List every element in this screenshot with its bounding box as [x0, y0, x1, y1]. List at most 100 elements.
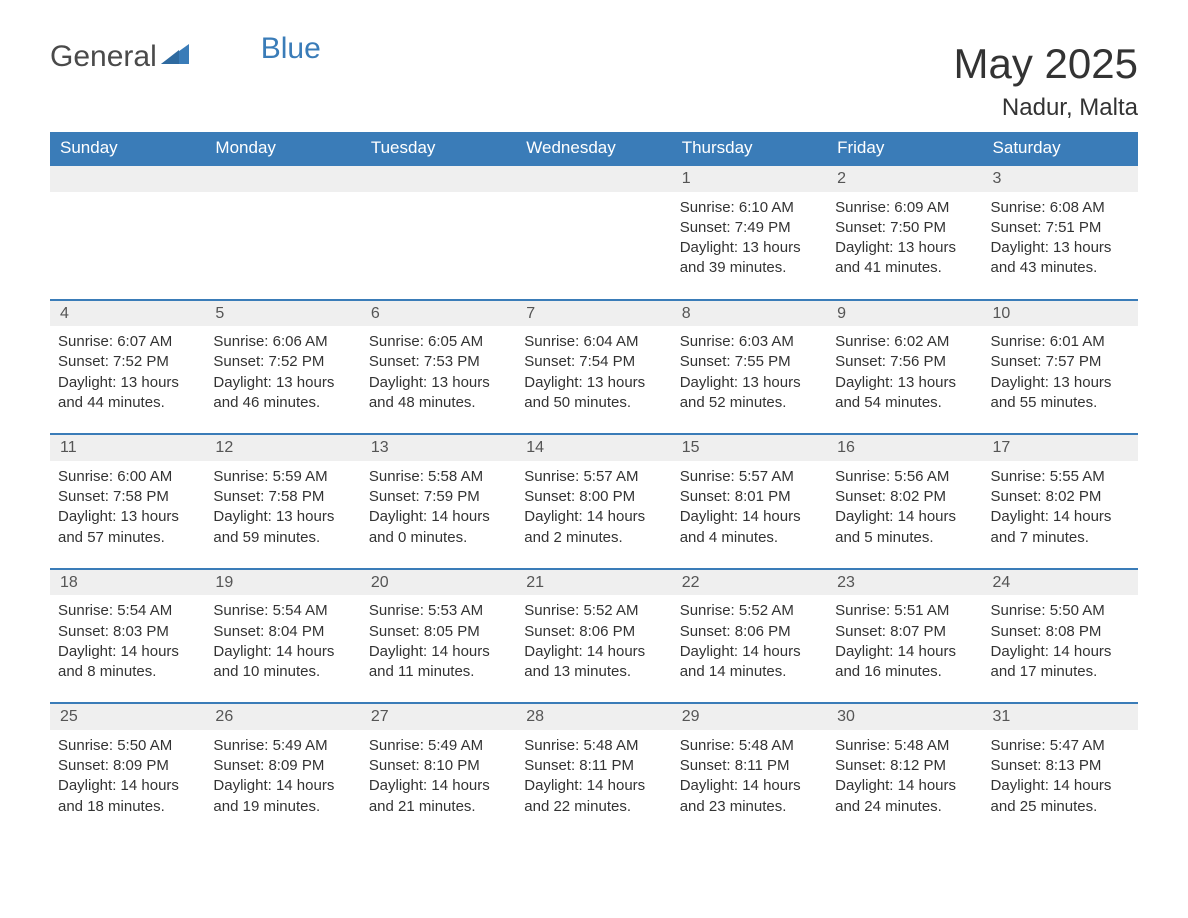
day-detail: Sunrise: 5:59 AMSunset: 7:58 PMDaylight:…: [205, 461, 360, 569]
day-detail: Sunrise: 6:02 AMSunset: 7:56 PMDaylight:…: [827, 326, 982, 434]
day-detail: Sunrise: 5:53 AMSunset: 8:05 PMDaylight:…: [361, 595, 516, 703]
sunset-text: Sunset: 7:56 PM: [835, 352, 974, 372]
day-number: 30: [827, 703, 982, 730]
logo-mark-icon: [161, 38, 189, 72]
daylight-text: Daylight: 13 hours and 52 minutes.: [680, 373, 819, 414]
day-detail: Sunrise: 6:05 AMSunset: 7:53 PMDaylight:…: [361, 326, 516, 434]
sunrise-text: Sunrise: 6:02 AM: [835, 332, 974, 352]
day-number: 6: [361, 300, 516, 327]
weekday-header: Sunday: [50, 132, 205, 165]
sunrise-text: Sunrise: 5:50 AM: [58, 736, 197, 756]
daylight-text: Daylight: 14 hours and 25 minutes.: [991, 776, 1130, 817]
day-number: 16: [827, 434, 982, 461]
day-number: 8: [672, 300, 827, 327]
sunrise-text: Sunrise: 5:54 AM: [58, 601, 197, 621]
sunset-text: Sunset: 7:51 PM: [991, 218, 1130, 238]
sunrise-text: Sunrise: 6:04 AM: [524, 332, 663, 352]
detail-row: Sunrise: 5:50 AMSunset: 8:09 PMDaylight:…: [50, 730, 1138, 837]
empty-cell: [205, 165, 360, 192]
daylight-text: Daylight: 13 hours and 39 minutes.: [680, 238, 819, 279]
sunrise-text: Sunrise: 5:48 AM: [524, 736, 663, 756]
weekday-header: Tuesday: [361, 132, 516, 165]
empty-cell: [205, 192, 360, 300]
day-detail: Sunrise: 5:50 AMSunset: 8:08 PMDaylight:…: [983, 595, 1138, 703]
daynum-row: 11121314151617: [50, 434, 1138, 461]
detail-row: Sunrise: 6:00 AMSunset: 7:58 PMDaylight:…: [50, 461, 1138, 569]
day-number: 15: [672, 434, 827, 461]
sunset-text: Sunset: 8:01 PM: [680, 487, 819, 507]
day-detail: Sunrise: 5:52 AMSunset: 8:06 PMDaylight:…: [516, 595, 671, 703]
sunrise-text: Sunrise: 5:48 AM: [680, 736, 819, 756]
sunset-text: Sunset: 7:59 PM: [369, 487, 508, 507]
day-number: 23: [827, 569, 982, 596]
daylight-text: Daylight: 14 hours and 7 minutes.: [991, 507, 1130, 548]
day-detail: Sunrise: 5:49 AMSunset: 8:09 PMDaylight:…: [205, 730, 360, 837]
day-number: 12: [205, 434, 360, 461]
sunset-text: Sunset: 7:58 PM: [58, 487, 197, 507]
sunrise-text: Sunrise: 6:07 AM: [58, 332, 197, 352]
daylight-text: Daylight: 14 hours and 24 minutes.: [835, 776, 974, 817]
sunset-text: Sunset: 8:06 PM: [680, 622, 819, 642]
sunset-text: Sunset: 7:58 PM: [213, 487, 352, 507]
calendar-table: SundayMondayTuesdayWednesdayThursdayFrid…: [50, 132, 1138, 837]
sunrise-text: Sunrise: 5:58 AM: [369, 467, 508, 487]
daylight-text: Daylight: 14 hours and 8 minutes.: [58, 642, 197, 683]
day-detail: Sunrise: 5:48 AMSunset: 8:11 PMDaylight:…: [672, 730, 827, 837]
sunset-text: Sunset: 7:57 PM: [991, 352, 1130, 372]
logo-text-part1: General: [50, 40, 157, 74]
sunset-text: Sunset: 8:09 PM: [58, 756, 197, 776]
page-title: May 2025: [954, 40, 1138, 88]
daylight-text: Daylight: 14 hours and 0 minutes.: [369, 507, 508, 548]
day-number: 27: [361, 703, 516, 730]
sunset-text: Sunset: 8:03 PM: [58, 622, 197, 642]
day-number: 11: [50, 434, 205, 461]
weekday-header: Monday: [205, 132, 360, 165]
sunrise-text: Sunrise: 5:52 AM: [680, 601, 819, 621]
weekday-header: Thursday: [672, 132, 827, 165]
day-number: 21: [516, 569, 671, 596]
day-detail: Sunrise: 6:04 AMSunset: 7:54 PMDaylight:…: [516, 326, 671, 434]
empty-cell: [50, 165, 205, 192]
sunset-text: Sunset: 8:04 PM: [213, 622, 352, 642]
daylight-text: Daylight: 14 hours and 22 minutes.: [524, 776, 663, 817]
day-detail: Sunrise: 6:06 AMSunset: 7:52 PMDaylight:…: [205, 326, 360, 434]
sunset-text: Sunset: 8:02 PM: [991, 487, 1130, 507]
sunset-text: Sunset: 8:13 PM: [991, 756, 1130, 776]
day-number: 10: [983, 300, 1138, 327]
daylight-text: Daylight: 14 hours and 16 minutes.: [835, 642, 974, 683]
empty-cell: [361, 165, 516, 192]
sunrise-text: Sunrise: 5:54 AM: [213, 601, 352, 621]
day-number: 4: [50, 300, 205, 327]
day-detail: Sunrise: 5:58 AMSunset: 7:59 PMDaylight:…: [361, 461, 516, 569]
sunset-text: Sunset: 8:05 PM: [369, 622, 508, 642]
header: General Blue May 2025 Nadur, Malta: [50, 40, 1138, 122]
sunset-text: Sunset: 8:11 PM: [680, 756, 819, 776]
sunset-text: Sunset: 8:11 PM: [524, 756, 663, 776]
sunset-text: Sunset: 8:09 PM: [213, 756, 352, 776]
day-number: 28: [516, 703, 671, 730]
day-detail: Sunrise: 6:09 AMSunset: 7:50 PMDaylight:…: [827, 192, 982, 300]
day-number: 19: [205, 569, 360, 596]
day-detail: Sunrise: 5:50 AMSunset: 8:09 PMDaylight:…: [50, 730, 205, 837]
day-detail: Sunrise: 6:08 AMSunset: 7:51 PMDaylight:…: [983, 192, 1138, 300]
sunset-text: Sunset: 8:02 PM: [835, 487, 974, 507]
daylight-text: Daylight: 14 hours and 10 minutes.: [213, 642, 352, 683]
daynum-row: 25262728293031: [50, 703, 1138, 730]
day-detail: Sunrise: 6:00 AMSunset: 7:58 PMDaylight:…: [50, 461, 205, 569]
day-detail: Sunrise: 5:51 AMSunset: 8:07 PMDaylight:…: [827, 595, 982, 703]
sunrise-text: Sunrise: 5:57 AM: [680, 467, 819, 487]
day-number: 2: [827, 165, 982, 192]
sunrise-text: Sunrise: 6:09 AM: [835, 198, 974, 218]
day-detail: Sunrise: 5:54 AMSunset: 8:04 PMDaylight:…: [205, 595, 360, 703]
daylight-text: Daylight: 14 hours and 13 minutes.: [524, 642, 663, 683]
sunrise-text: Sunrise: 5:59 AM: [213, 467, 352, 487]
day-number: 17: [983, 434, 1138, 461]
weekday-header: Wednesday: [516, 132, 671, 165]
weekday-header: Friday: [827, 132, 982, 165]
daylight-text: Daylight: 14 hours and 17 minutes.: [991, 642, 1130, 683]
day-detail: Sunrise: 5:57 AMSunset: 8:01 PMDaylight:…: [672, 461, 827, 569]
daylight-text: Daylight: 13 hours and 48 minutes.: [369, 373, 508, 414]
logo-text-part2: Blue: [261, 32, 321, 66]
daylight-text: Daylight: 14 hours and 19 minutes.: [213, 776, 352, 817]
day-detail: Sunrise: 5:48 AMSunset: 8:12 PMDaylight:…: [827, 730, 982, 837]
